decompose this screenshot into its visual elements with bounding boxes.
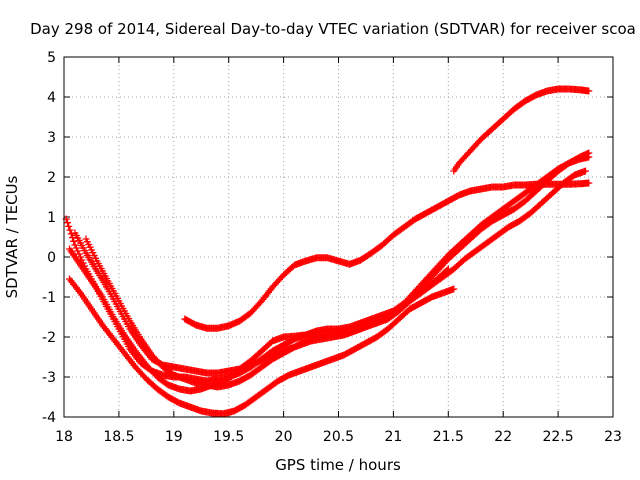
y-tick-label: 5 xyxy=(47,50,56,66)
x-tick-label: 20.5 xyxy=(323,429,354,445)
y-tick-label: 4 xyxy=(47,90,56,106)
y-tick-label: 0 xyxy=(47,250,56,266)
x-tick-label: 20 xyxy=(275,429,293,445)
x-axis-label: GPS time / hours xyxy=(275,456,401,474)
series-marks xyxy=(181,179,593,332)
x-tick-label: 21 xyxy=(384,429,402,445)
series-marks xyxy=(66,275,458,418)
y-tick-labels: -4 -3 -2 -1 0 1 2 3 4 5 xyxy=(42,50,56,426)
series-satellite-d xyxy=(181,179,593,332)
y-tick-label: -3 xyxy=(42,370,56,386)
x-tick-labels: 18 18.5 19 19.5 20 20.5 21 21.5 22 22.5 23 xyxy=(55,429,622,445)
series-satellite-g xyxy=(450,85,593,175)
x-tick-label: 23 xyxy=(604,429,622,445)
x-tick-label: 22.5 xyxy=(543,429,574,445)
y-tick-label: -2 xyxy=(42,330,56,346)
y-tick-label: 2 xyxy=(47,170,56,186)
series-satellite-e xyxy=(71,149,593,377)
series-marks xyxy=(450,85,593,175)
y-tick-label: 1 xyxy=(47,210,56,226)
x-tick-label: 19.5 xyxy=(213,429,244,445)
x-tick-label: 18.5 xyxy=(103,429,134,445)
x-tick-label: 22 xyxy=(494,429,512,445)
y-tick-label: -4 xyxy=(42,410,56,426)
chart-title: Day 298 of 2014, Sidereal Day-to-day VTE… xyxy=(30,20,636,38)
series-satellite-c xyxy=(66,275,458,418)
series-marks xyxy=(82,153,593,391)
y-axis-label: SDTVAR / TECUs xyxy=(3,175,21,298)
x-tick-label: 18 xyxy=(55,429,73,445)
x-tick-label: 19 xyxy=(165,429,183,445)
y-tick-label: 3 xyxy=(47,130,56,146)
series-satellite-f xyxy=(82,153,593,391)
y-tick-label: -1 xyxy=(42,290,56,306)
plot-frame xyxy=(63,56,614,418)
data-series xyxy=(62,85,593,418)
x-tick-label: 21.5 xyxy=(433,429,464,445)
series-marks xyxy=(71,149,593,377)
